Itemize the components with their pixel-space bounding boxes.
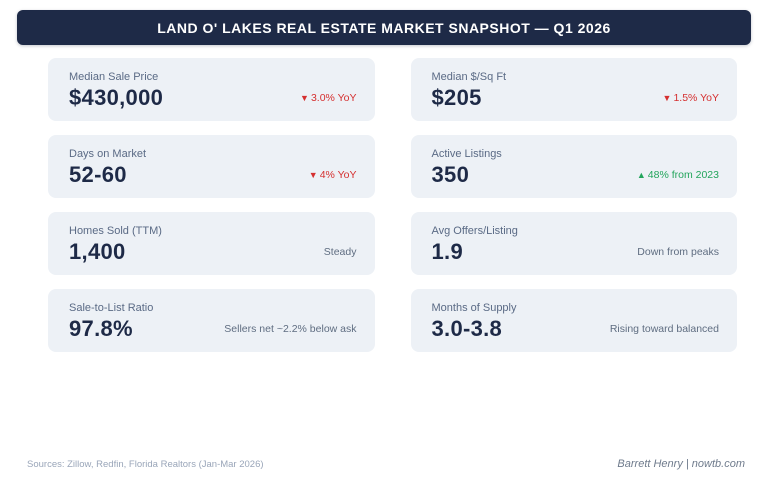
stat-note: ▲ 48% from 2023 [637, 169, 719, 181]
stat-note: ▼ 3.0% YoY [300, 92, 356, 104]
stat-label: Active Listings [431, 147, 502, 160]
stat-note-text: 48% from 2023 [647, 168, 719, 181]
stat-note: Sellers net ~2.2% below ask [224, 323, 356, 335]
trend-down-icon: ▼ [662, 92, 672, 103]
stat-label: Sale-to-List Ratio [69, 301, 154, 314]
stat-label: Months of Supply [431, 301, 517, 314]
page-title: LAND O' LAKES REAL ESTATE MARKET SNAPSHO… [157, 19, 611, 36]
stats-grid: Median Sale Price $430,000 ▼ 3.0% YoY Med… [48, 58, 737, 352]
stat-note-text: 1.5% YoY [673, 91, 719, 104]
credit-text: Barrett Henry | nowtb.com [617, 458, 745, 470]
stat-value: $430,000 [69, 84, 164, 110]
stat-note-text: 3.0% YoY [310, 91, 357, 104]
stat-value: 52-60 [69, 161, 127, 187]
stat-label: Median $/Sq Ft [431, 70, 507, 83]
stat-note-text: Sellers net ~2.2% below ask [224, 322, 357, 335]
stat-label: Homes Sold (TTM) [69, 224, 162, 237]
footer: Sources: Zillow, Redfin, Florida Realtor… [27, 458, 745, 470]
stat-value: $205 [431, 84, 482, 110]
stat-note: Rising toward balanced [610, 323, 719, 335]
stat-tile-avg-offers-per-listing: Avg Offers/Listing 1.9 Down from peaks [410, 212, 737, 275]
stat-note: Steady [324, 246, 357, 258]
stat-tile-months-of-supply: Months of Supply 3.0-3.8 Rising toward b… [410, 289, 737, 352]
stat-value: 350 [431, 161, 470, 187]
sources-text: Sources: Zillow, Redfin, Florida Realtor… [27, 459, 264, 470]
title-banner: LAND O' LAKES REAL ESTATE MARKET SNAPSHO… [17, 10, 751, 45]
stat-tile-homes-sold: Homes Sold (TTM) 1,400 Steady [48, 212, 375, 275]
stat-value: 1,400 [69, 238, 126, 264]
stat-value: 3.0-3.8 [431, 315, 503, 341]
trend-down-icon: ▼ [300, 92, 309, 103]
stat-label: Avg Offers/Listing [431, 224, 518, 237]
trend-up-icon: ▲ [636, 169, 646, 180]
stat-tile-sale-to-list-ratio: Sale-to-List Ratio 97.8% Sellers net ~2.… [48, 289, 375, 352]
stat-label: Median Sale Price [69, 70, 159, 83]
stat-value: 97.8% [69, 315, 133, 341]
stat-label: Days on Market [69, 147, 147, 160]
stat-tile-days-on-market: Days on Market 52-60 ▼ 4% YoY [48, 135, 375, 198]
stat-value: 1.9 [431, 238, 463, 264]
stat-note: ▼ 4% YoY [309, 169, 357, 181]
stat-note-text: 4% YoY [319, 168, 357, 181]
stat-note-text: Rising toward balanced [609, 322, 719, 335]
stat-note: Down from peaks [637, 246, 719, 258]
trend-down-icon: ▼ [308, 169, 318, 180]
stat-note: ▼ 1.5% YoY [663, 92, 719, 104]
stat-tile-active-listings: Active Listings 350 ▲ 48% from 2023 [410, 135, 737, 198]
stat-tile-median-sale-price: Median Sale Price $430,000 ▼ 3.0% YoY [48, 58, 375, 121]
stat-note-text: Steady [323, 245, 357, 258]
stat-note-text: Down from peaks [637, 245, 719, 258]
stat-tile-median-price-per-sqft: Median $/Sq Ft $205 ▼ 1.5% YoY [410, 58, 737, 121]
